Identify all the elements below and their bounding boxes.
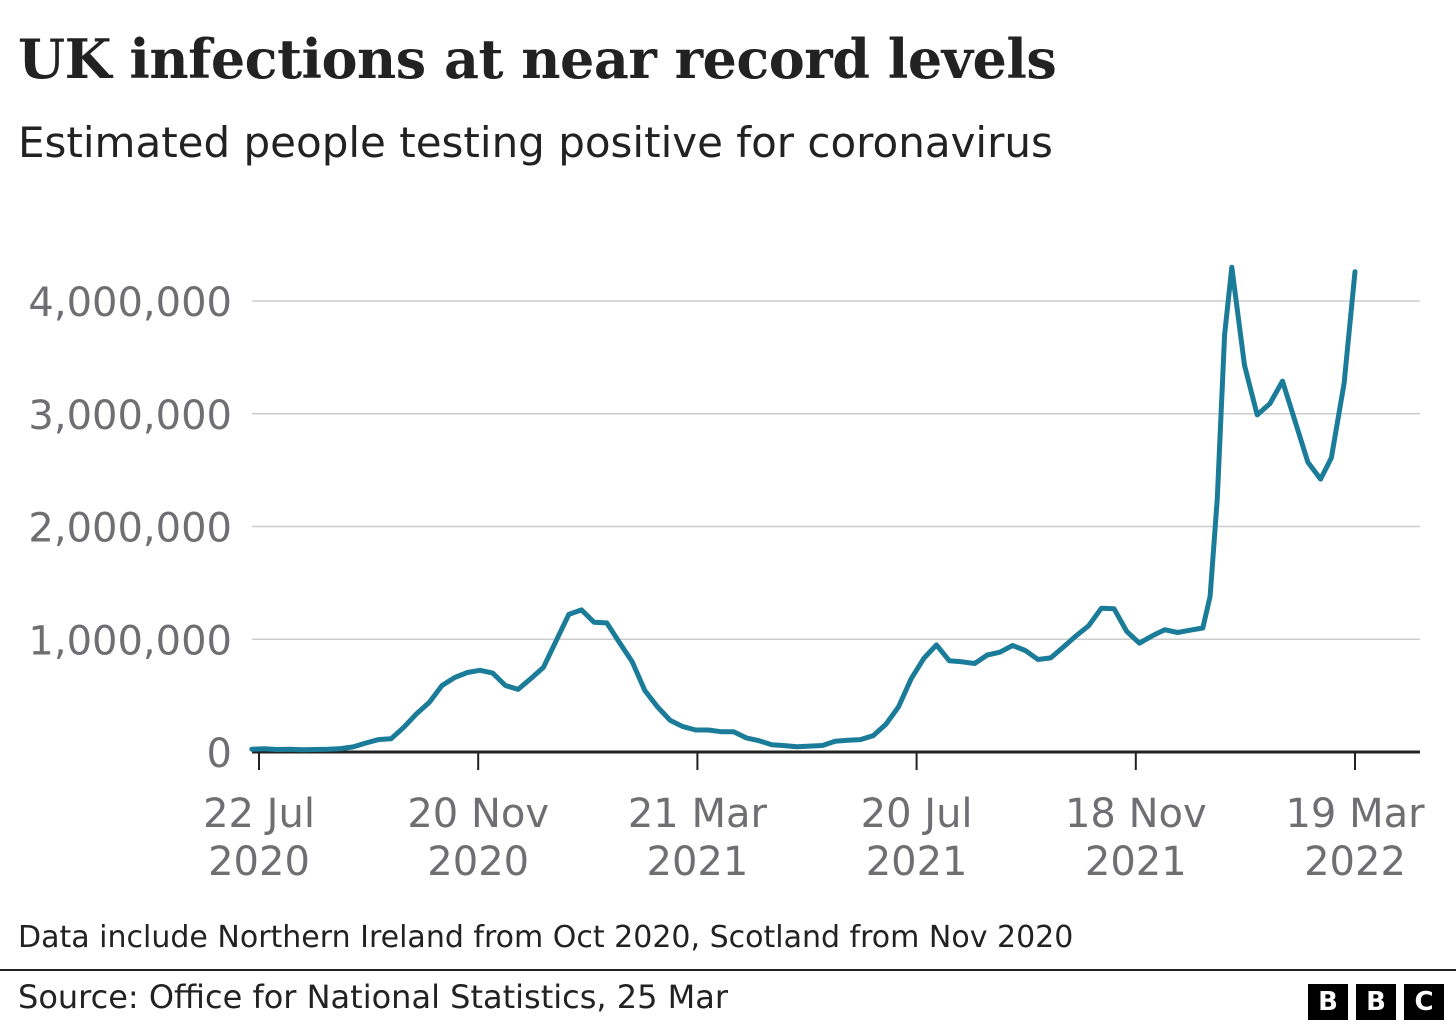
- bbc-logo-block: B: [1356, 984, 1396, 1020]
- x-tick-label: 20 Nov: [407, 791, 549, 837]
- x-tick-label: 2021: [647, 839, 749, 885]
- x-tick-label: 19 Mar: [1285, 791, 1425, 837]
- chart-subtitle: Estimated people testing positive for co…: [18, 118, 1053, 167]
- x-tick-label: 20 Jul: [861, 791, 973, 837]
- bbc-logo: B B C: [1308, 984, 1444, 1020]
- x-tick-label: 22 Jul: [203, 791, 315, 837]
- source-text: Source: Office for National Statistics, …: [18, 978, 729, 1016]
- y-tick-label: 3,000,000: [28, 393, 232, 439]
- bbc-logo-block: B: [1308, 984, 1348, 1020]
- data-note: Data include Northern Ireland from Oct 2…: [18, 920, 1074, 955]
- x-tick-label: 18 Nov: [1065, 791, 1207, 837]
- y-tick-label: 4,000,000: [28, 280, 232, 326]
- series-line: [249, 264, 1358, 753]
- x-tick-label: 21 Mar: [628, 791, 768, 837]
- x-tick-label: 2021: [1085, 839, 1187, 885]
- x-tick-label: 2021: [866, 839, 968, 885]
- y-tick-label: 2,000,000: [28, 506, 232, 552]
- line-chart: 0 1,000,000 2,000,000 3,000,000 4,000,000 22 …: [28, 264, 1425, 885]
- x-tick-label: 2020: [427, 839, 529, 885]
- y-tick-label: 1,000,000: [28, 618, 232, 664]
- source-divider: [0, 969, 1456, 971]
- chart-title: UK infections at near record levels: [18, 27, 1057, 91]
- x-tick-label: 2022: [1304, 839, 1406, 885]
- x-tick-label: 2020: [208, 839, 310, 885]
- y-tick-label: 0: [207, 731, 232, 777]
- bbc-logo-block: C: [1404, 984, 1444, 1020]
